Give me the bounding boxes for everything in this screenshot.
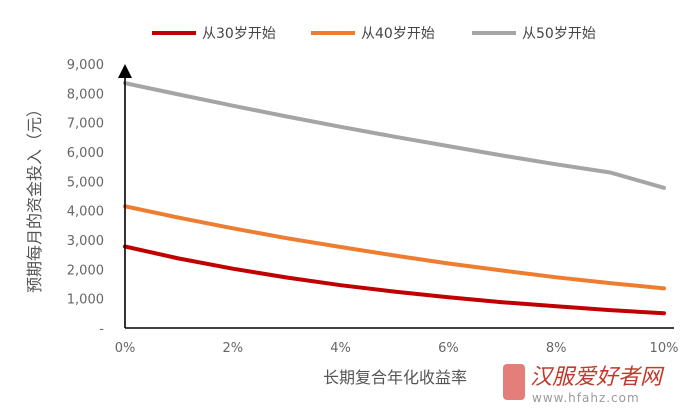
y-tick-label: 8,000: [67, 87, 104, 102]
watermark: 汉服爱好者网 www.hfahz.com: [503, 364, 665, 405]
x-tick-label: 2%: [222, 341, 243, 356]
watermark-seal-icon: [503, 364, 525, 400]
x-tick-labels: 0% 2% 4% 6% 8% 10%: [115, 341, 679, 356]
y-tick-label: -: [99, 322, 104, 337]
legend: 从30岁开始 从40岁开始 从50岁开始: [152, 26, 596, 42]
x-tick-label: 4%: [330, 341, 351, 356]
y-axis-arrow-icon: [118, 64, 132, 78]
legend-label: 从50岁开始: [522, 26, 596, 42]
series-line-2: [123, 204, 666, 291]
series-lines: [123, 81, 666, 316]
y-tick-label: 5,000: [67, 175, 104, 190]
y-tick-labels: - 1,000 2,000 3,000 4,000 5,000 6,000 7,000 8,00…: [67, 58, 105, 337]
y-axis-title: 预期每月的资金投入（元）: [25, 101, 44, 293]
watermark-url: www.hfahz.com: [532, 391, 640, 405]
y-tick-label: 7,000: [67, 117, 104, 132]
y-tick-label: 1,000: [67, 293, 104, 308]
x-tick-label: 10%: [650, 341, 679, 356]
y-tick-label: 6,000: [67, 146, 104, 161]
legend-label: 从30岁开始: [202, 26, 276, 42]
y-tick-label: 3,000: [67, 234, 104, 249]
watermark-name: 汉服爱好者网: [530, 365, 665, 390]
x-tick-label: 0%: [115, 341, 136, 356]
legend-label: 从40岁开始: [361, 26, 435, 42]
x-axis-title: 长期复合年化收益率: [323, 368, 467, 387]
y-tick-label: 2,000: [67, 263, 104, 278]
series-line-3: [123, 81, 666, 190]
x-tick-label: 8%: [546, 341, 567, 356]
x-tick-label: 6%: [438, 341, 459, 356]
y-tick-label: 4,000: [67, 205, 104, 220]
y-tick-label: 9,000: [67, 58, 104, 73]
series-line-1: [123, 244, 666, 316]
